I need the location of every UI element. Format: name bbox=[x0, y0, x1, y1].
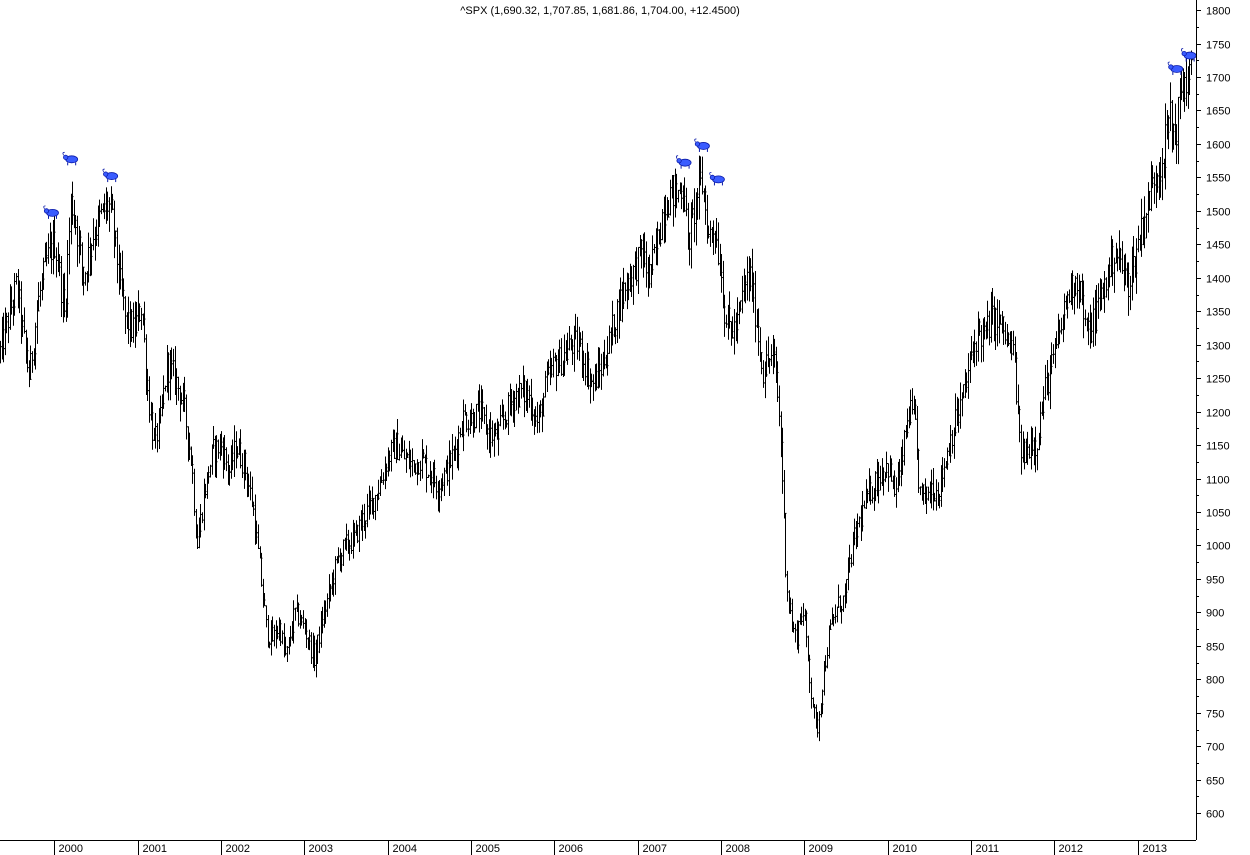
x-tick-label: 2009 bbox=[809, 843, 833, 855]
bull-marker-icon bbox=[1180, 48, 1197, 62]
y-tick-label: 750 bbox=[1206, 709, 1224, 721]
y-tick-label: 1300 bbox=[1206, 341, 1230, 353]
y-tick-label: 1450 bbox=[1206, 240, 1230, 252]
y-tick-label: 1000 bbox=[1206, 541, 1230, 553]
chart-title: ^SPX (1,690.32, 1,707.85, 1,681.86, 1,70… bbox=[460, 5, 739, 17]
y-tick-label: 1800 bbox=[1206, 6, 1230, 18]
x-tick-label: 2003 bbox=[309, 843, 333, 855]
x-axis: 2000 2001 2002 2003 2004 2005 2006 2007 2008 2009… bbox=[0, 840, 1196, 855]
y-tick-label: 1750 bbox=[1206, 40, 1230, 52]
x-tick-label: 2000 bbox=[59, 843, 83, 855]
x-tick-label: 2001 bbox=[143, 843, 167, 855]
x-tick-label: 2012 bbox=[1059, 843, 1083, 855]
x-tick-label: 2005 bbox=[476, 843, 500, 855]
price-bars bbox=[0, 50, 1194, 742]
x-tick-label: 2013 bbox=[1143, 843, 1167, 855]
y-tick-label: 1250 bbox=[1206, 374, 1230, 386]
y-tick-label: 1550 bbox=[1206, 173, 1230, 185]
y-tick-label: 900 bbox=[1206, 608, 1224, 620]
y-tick-label: 650 bbox=[1206, 776, 1224, 788]
y-tick-label: 1400 bbox=[1206, 274, 1230, 286]
y-tick-label: 800 bbox=[1206, 675, 1224, 687]
y-tick-label: 1150 bbox=[1206, 441, 1230, 453]
y-tick-label: 1100 bbox=[1206, 475, 1230, 487]
y-tick-label: 1500 bbox=[1206, 207, 1230, 219]
x-tick-label: 2010 bbox=[893, 843, 917, 855]
y-tick-label: 1600 bbox=[1206, 140, 1230, 152]
x-tick-label: 2008 bbox=[726, 843, 750, 855]
bull-marker-icon bbox=[694, 138, 710, 152]
y-tick-label: 600 bbox=[1206, 809, 1224, 821]
y-tick-label: 850 bbox=[1206, 642, 1224, 654]
x-tick-label: 2002 bbox=[226, 843, 250, 855]
bull-marker-icon bbox=[675, 155, 692, 169]
top-markers bbox=[43, 48, 1197, 219]
bull-marker-icon bbox=[62, 151, 79, 166]
y-tick-label: 1350 bbox=[1206, 307, 1230, 319]
bull-marker-icon bbox=[43, 205, 59, 219]
y-tick-label: 700 bbox=[1206, 742, 1224, 754]
y-tick-label: 1650 bbox=[1206, 106, 1230, 118]
y-tick-label: 950 bbox=[1206, 575, 1224, 587]
y-tick-label: 1700 bbox=[1206, 73, 1230, 85]
bull-marker-icon bbox=[1167, 61, 1184, 75]
x-tick-label: 2006 bbox=[559, 843, 583, 855]
x-tick-label: 2011 bbox=[976, 843, 1000, 855]
x-tick-label: 2004 bbox=[393, 843, 417, 855]
bull-marker-icon bbox=[709, 172, 725, 186]
y-tick-label: 1050 bbox=[1206, 508, 1230, 520]
y-axis: 600 650 700 750 800 850 900 950 1000 1050 1100 1150… bbox=[1196, 0, 1230, 840]
bull-marker-icon bbox=[102, 168, 119, 183]
x-tick-label: 2007 bbox=[643, 843, 667, 855]
y-tick-label: 1200 bbox=[1206, 408, 1230, 420]
